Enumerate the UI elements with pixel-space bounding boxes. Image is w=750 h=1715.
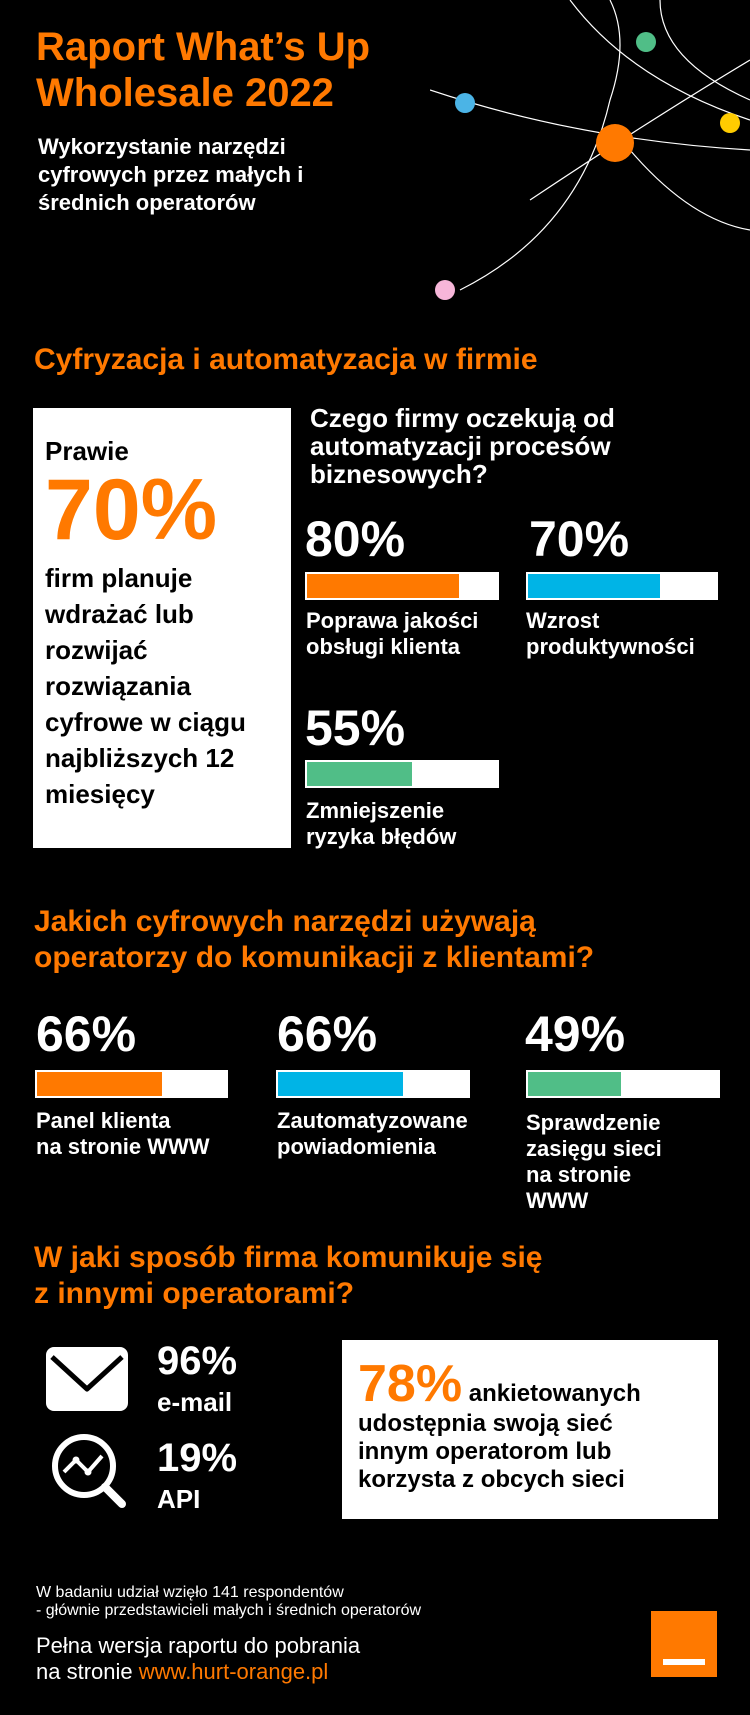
stat-label: Poprawa jakości obsługi klienta xyxy=(306,608,479,659)
highlight-box-78: 78% ankietowanych udostępnia swoją sieć … xyxy=(342,1340,718,1519)
stat-percentage: 80% xyxy=(305,511,406,567)
report-link[interactable]: www.hurt-orange.pl xyxy=(138,1659,329,1684)
automation-question: Czego firmy oczekują od automatyzacji pr… xyxy=(310,403,615,489)
stat-label: Panel klienta na stronie WWW xyxy=(36,1108,210,1159)
progress-fill xyxy=(307,762,412,786)
logo-bar xyxy=(663,1659,705,1665)
box-lead: Prawie xyxy=(45,436,129,466)
page-title: Raport What’s Up Wholesale 2022 xyxy=(36,25,371,115)
stat-label: Zmniejszenie ryzyka błędów xyxy=(306,798,457,849)
network-decoration-icon xyxy=(430,0,750,300)
progress-fill xyxy=(528,574,660,598)
stat-percentage: 55% xyxy=(305,700,406,756)
envelope-icon xyxy=(46,1347,128,1411)
api-percentage: 19% xyxy=(157,1436,238,1480)
box-percentage: 78% xyxy=(358,1355,463,1413)
progress-fill xyxy=(37,1072,162,1096)
progress-bar xyxy=(305,760,499,788)
progress-bar xyxy=(276,1070,470,1098)
progress-fill xyxy=(307,574,459,598)
stat-percentage: 49% xyxy=(525,1006,626,1062)
stat-percentage: 66% xyxy=(36,1006,137,1062)
box-description: firm planuje wdrażać lub rozwijać rozwią… xyxy=(45,563,246,809)
box-percentage: 70% xyxy=(45,462,218,558)
stat-label: Wzrost produktywności xyxy=(526,608,695,659)
section-heading-digitization: Cyfryzacja i automatyzacja w firmie xyxy=(34,343,538,376)
progress-bar xyxy=(305,572,499,600)
stat-percentage: 70% xyxy=(529,511,630,567)
api-analytics-icon xyxy=(52,1434,126,1508)
progress-bar xyxy=(35,1070,228,1098)
section-heading-client-tools: Jakich cyfrowych narzędzi używają operato… xyxy=(34,905,595,974)
progress-fill xyxy=(278,1072,404,1096)
orange-logo xyxy=(651,1611,717,1677)
progress-fill xyxy=(528,1072,622,1096)
email-percentage: 96% xyxy=(157,1339,238,1383)
progress-bar xyxy=(526,1070,720,1098)
stat-percentage: 66% xyxy=(277,1006,378,1062)
api-label: API xyxy=(157,1484,201,1514)
page-subtitle: Wykorzystanie narzędzi cyfrowych przez m… xyxy=(38,134,304,215)
stat-label: Sprawdzenie zasięgu sieci na stronie WWW xyxy=(526,1110,662,1213)
highlight-box-70: Prawie 70% firm planuje wdrażać lub rozw… xyxy=(33,408,291,848)
stat-label: Zautomatyzowane powiadomienia xyxy=(277,1108,468,1159)
survey-note: W badaniu udział wzięło 141 respondentów… xyxy=(36,1584,422,1619)
email-label: e-mail xyxy=(157,1387,233,1417)
download-info: Pełna wersja raportu do pobrania na stro… xyxy=(36,1633,361,1684)
section-heading-operator-communication: W jaki sposób firma komunikuje się z inny… xyxy=(34,1241,543,1310)
progress-bar xyxy=(526,572,718,600)
